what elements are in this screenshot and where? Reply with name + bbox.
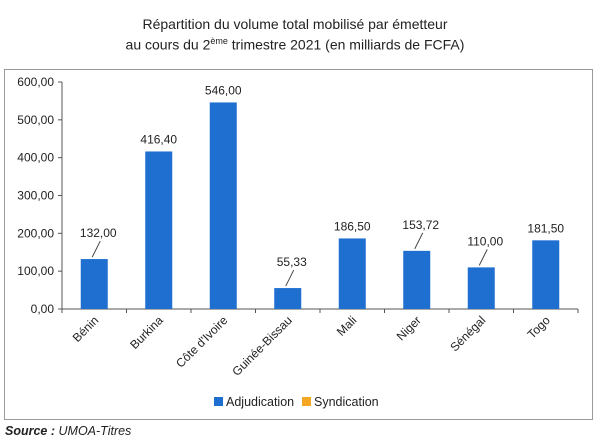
data-label-leader	[414, 232, 424, 250]
bar-adjudication	[209, 102, 237, 310]
data-label: 186,50	[334, 219, 371, 233]
data-label-leader	[285, 269, 295, 287]
x-tick-label: Mali	[334, 313, 359, 338]
source-label: Source :	[5, 424, 56, 438]
y-tick-label: 500,00	[17, 113, 54, 127]
chart-title-line2: au cours du 2ème trimestre 2021 (en mill…	[60, 33, 530, 54]
data-label: 55,33	[277, 255, 307, 269]
data-label: 153,72	[402, 218, 439, 232]
y-tick-label: 400,00	[17, 151, 54, 165]
data-label: 416,40	[140, 132, 177, 146]
bar-adjudication	[532, 240, 560, 309]
source-note: Source : UMOA-Titres	[5, 424, 131, 438]
y-tick-label: 600,00	[17, 75, 54, 89]
data-label: 132,00	[80, 226, 117, 240]
chart-title-line1: Répartition du volume total mobilisé par…	[142, 16, 448, 32]
legend-label: Adjudication	[226, 395, 294, 409]
y-tick-label: 100,00	[17, 264, 54, 278]
legend-label: Syndication	[314, 395, 379, 409]
data-label: 181,50	[527, 221, 564, 235]
bar-adjudication	[403, 250, 431, 309]
bar-adjudication	[80, 259, 108, 309]
data-label-leader	[91, 240, 101, 258]
x-tick-label: Niger	[394, 313, 424, 343]
data-label-leader	[478, 249, 488, 266]
x-tick-label: Côte d'Ivoire	[173, 313, 230, 370]
legend-swatch	[302, 397, 311, 406]
y-tick-label: 0,00	[31, 302, 55, 316]
legend-swatch	[214, 397, 223, 406]
bar-adjudication	[338, 238, 366, 309]
x-tick-label: Sénégal	[447, 313, 488, 354]
chart-frame	[4, 69, 593, 420]
bar-adjudication	[145, 151, 173, 309]
bar-adjudication	[467, 267, 495, 309]
source-value: UMOA-Titres	[58, 424, 132, 438]
chart-title-line2-post: trimestre 2021 (en milliards de FCFA)	[227, 36, 465, 53]
chart-title: Répartition du volume total mobilisé par…	[60, 16, 530, 54]
x-tick-label: Guinée-Bissau	[229, 313, 295, 379]
data-label: 546,00	[205, 83, 242, 97]
y-tick-label: 200,00	[17, 226, 54, 240]
data-label: 110,00	[467, 234, 503, 248]
x-tick-label: Bénin	[70, 313, 102, 345]
bar-adjudication	[274, 288, 302, 309]
y-tick-label: 300,00	[17, 189, 54, 203]
x-tick-label: Burkina	[127, 313, 166, 352]
chart-title-line2-sup: ème	[210, 36, 228, 46]
x-tick-label: Togo	[525, 313, 554, 342]
chart-title-line2-pre: au cours du 2	[125, 36, 211, 53]
